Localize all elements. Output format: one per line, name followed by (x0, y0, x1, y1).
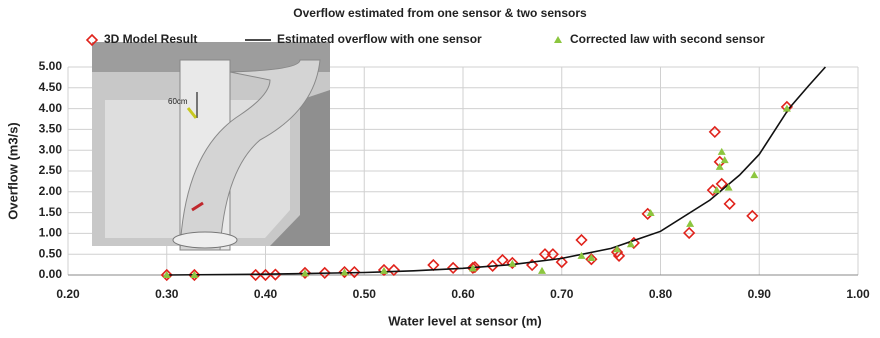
triangle-marker (750, 171, 758, 178)
diamond-marker (577, 235, 587, 245)
triangle-marker (538, 267, 546, 274)
diamond-marker (389, 265, 399, 275)
y-tick-label: 0.00 (39, 267, 63, 281)
x-tick-label: 0.90 (748, 287, 772, 301)
legend: 3D Model Result Estimated overflow with o… (87, 32, 765, 46)
diamond-marker (725, 199, 735, 209)
x-tick-label: 0.80 (649, 287, 673, 301)
triangle-marker (554, 36, 562, 43)
y-tick-label: 0.50 (39, 246, 63, 260)
diamond-marker (710, 127, 720, 137)
inset-label: 60cm (168, 97, 188, 106)
y-tick-label: 1.50 (39, 205, 63, 219)
x-tick-label: 0.60 (451, 287, 475, 301)
y-axis-title: Overflow (m3/s) (5, 122, 20, 220)
chart-title: Overflow estimated from one sensor & two… (293, 6, 587, 20)
y-tick-label: 4.50 (39, 80, 63, 94)
pipe-outlet (173, 232, 237, 248)
x-tick-label: 0.70 (550, 287, 574, 301)
legend-label: Corrected law with second sensor (570, 32, 765, 46)
triangle-marker (613, 245, 621, 252)
x-tick-label: 0.20 (56, 287, 80, 301)
y-tick-label: 2.00 (39, 184, 63, 198)
chart: Overflow estimated from one sensor & two… (0, 0, 880, 333)
legend-label: 3D Model Result (104, 32, 197, 46)
x-tick-label: 0.40 (254, 287, 278, 301)
y-tick-label: 2.50 (39, 163, 63, 177)
y-tick-label: 4.00 (39, 101, 63, 115)
y-tick-label: 5.00 (39, 59, 63, 73)
y-tick-label: 3.50 (39, 122, 63, 136)
model-image: 60cm (92, 42, 330, 250)
x-tick-label: 1.00 (846, 287, 870, 301)
diamond-marker (428, 260, 438, 270)
y-tick-label: 3.00 (39, 142, 63, 156)
x-axis-title: Water level at sensor (m) (388, 313, 541, 328)
triangle-marker (686, 220, 694, 227)
legend-label: Estimated overflow with one sensor (277, 32, 482, 46)
page: {"chart_data": { "type": "scatter", "tit… (0, 0, 880, 338)
x-tick-label: 0.50 (353, 287, 377, 301)
x-tick-label: 0.30 (155, 287, 179, 301)
triangle-marker (718, 148, 726, 155)
diamond-marker (498, 255, 508, 265)
y-tick-label: 1.00 (39, 226, 63, 240)
